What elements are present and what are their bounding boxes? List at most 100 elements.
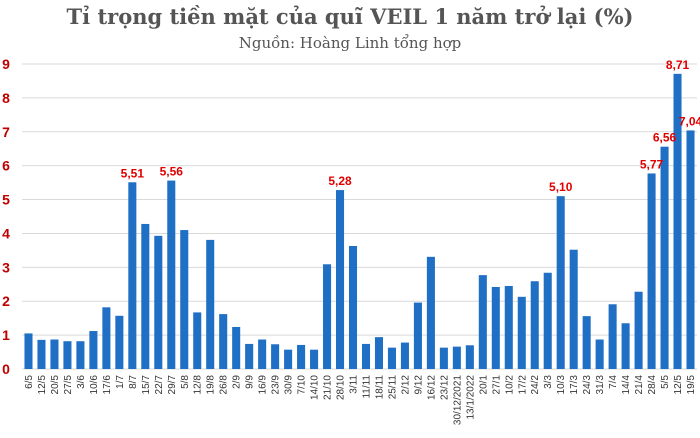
x-tick-label: 29/7 xyxy=(167,375,178,395)
x-tick-label: 18/11 xyxy=(374,375,385,400)
bar xyxy=(517,296,526,369)
x-tick-label: 10/2 xyxy=(504,375,515,395)
x-tick-label: 19/8 xyxy=(206,375,217,395)
bar xyxy=(686,130,695,369)
bar xyxy=(491,286,500,369)
x-tick-label: 17/6 xyxy=(102,375,113,395)
bar xyxy=(413,302,422,369)
bar xyxy=(621,323,630,369)
bar xyxy=(258,339,267,369)
x-tick-label: 9/9 xyxy=(245,375,256,389)
x-tick-label: 19/5 xyxy=(686,375,697,395)
data-label: 5,10 xyxy=(549,180,573,194)
bar xyxy=(673,73,682,370)
x-tick-label: 14/4 xyxy=(621,375,632,395)
bar xyxy=(465,345,474,369)
data-label: 5,51 xyxy=(121,166,145,180)
y-tick-label: 8 xyxy=(2,90,10,106)
bar xyxy=(400,342,409,369)
x-tick-label: 6/5 xyxy=(24,375,35,389)
data-label: 5,28 xyxy=(328,174,352,188)
x-tick-label: 9/12 xyxy=(413,375,424,395)
bar xyxy=(310,349,319,369)
x-tick-label: 13/1/2022 xyxy=(465,375,476,420)
chart-subtitle: Nguồn: Hoàng Linh tổng hợp xyxy=(238,34,462,52)
bar xyxy=(284,349,293,369)
x-tick-label: 12/5 xyxy=(673,375,684,395)
y-tick-label: 0 xyxy=(2,361,10,377)
x-tick-label: 24/2 xyxy=(530,375,541,395)
x-tick-label: 21/4 xyxy=(634,375,645,395)
x-tick-label: 3/6 xyxy=(76,375,87,389)
data-label: 8,71 xyxy=(666,58,690,72)
bar xyxy=(387,347,396,369)
bar xyxy=(660,146,669,369)
x-tick-label: 20/1 xyxy=(478,375,489,395)
bar xyxy=(348,245,358,369)
bar xyxy=(206,239,215,369)
x-tick-label: 31/3 xyxy=(595,375,606,395)
data-label: 5,77 xyxy=(640,157,664,171)
bar xyxy=(89,331,98,369)
x-axis: 6/5 12/5 20/5 27/5 3/6 10/6 17/6 1/7 8/7 15/7 22/7… xyxy=(24,375,697,425)
data-labels: 5,51 5,56 5,28 5,10 5,77 6,56 8,71 7,04 xyxy=(121,58,700,194)
bar xyxy=(63,341,72,369)
bar xyxy=(167,180,176,369)
bar xyxy=(76,341,85,369)
y-tick-label: 5 xyxy=(2,192,10,208)
bar xyxy=(232,326,241,369)
y-tick-label: 3 xyxy=(2,259,10,275)
bar xyxy=(323,264,332,369)
x-tick-label: 7/4 xyxy=(608,375,619,389)
x-tick-label: 15/7 xyxy=(141,375,152,395)
bar xyxy=(50,339,59,369)
y-tick-label: 1 xyxy=(2,327,10,343)
x-tick-label: 21/10 xyxy=(323,375,334,400)
bar xyxy=(219,314,228,369)
x-tick-label: 12/5 xyxy=(37,375,48,395)
x-tick-label: 26/8 xyxy=(219,375,230,395)
y-axis: 0 1 2 3 4 5 6 7 8 9 xyxy=(2,56,10,377)
x-tick-label: 2/9 xyxy=(232,375,243,389)
x-tick-label: 28/4 xyxy=(647,375,658,395)
data-label: 5,56 xyxy=(160,165,184,179)
bar xyxy=(556,196,565,369)
bar xyxy=(115,315,124,369)
x-tick-label: 3/11 xyxy=(349,375,360,394)
bar xyxy=(37,339,46,369)
bar xyxy=(478,275,487,369)
x-tick-label: 30/12/2021 xyxy=(452,375,463,425)
bar xyxy=(595,339,604,369)
x-tick-label: 1/7 xyxy=(115,375,126,389)
x-tick-label: 5/5 xyxy=(660,375,671,389)
x-tick-label: 23/12 xyxy=(439,375,450,400)
chart-title: Tỉ trọng tiền mặt của quĩ VEIL 1 năm trở… xyxy=(66,4,634,29)
bar xyxy=(439,347,448,369)
bar xyxy=(297,344,306,369)
bar xyxy=(374,337,383,369)
bar xyxy=(336,190,345,369)
bar xyxy=(128,182,137,369)
x-tick-label: 17/2 xyxy=(517,375,528,395)
bar xyxy=(154,235,163,369)
x-tick-label: 2/12 xyxy=(400,375,411,395)
x-tick-label: 24/3 xyxy=(582,375,593,395)
y-tick-label: 2 xyxy=(2,293,10,309)
x-tick-label: 7/10 xyxy=(297,375,308,395)
bar xyxy=(426,256,435,369)
x-tick-label: 28/10 xyxy=(336,375,347,400)
bar xyxy=(504,285,513,369)
x-tick-label: 22/7 xyxy=(154,375,165,395)
bar xyxy=(543,272,552,369)
x-tick-label: 20/5 xyxy=(50,375,61,395)
x-tick-label: 11/11 xyxy=(361,375,372,399)
x-tick-label: 30/9 xyxy=(284,375,295,395)
y-tick-label: 4 xyxy=(2,225,10,241)
y-tick-label: 6 xyxy=(2,158,10,174)
bar xyxy=(245,343,254,369)
bar xyxy=(608,304,617,369)
x-tick-label: 23/9 xyxy=(271,375,282,395)
bar xyxy=(530,281,539,369)
x-tick-label: 10/6 xyxy=(89,375,100,395)
